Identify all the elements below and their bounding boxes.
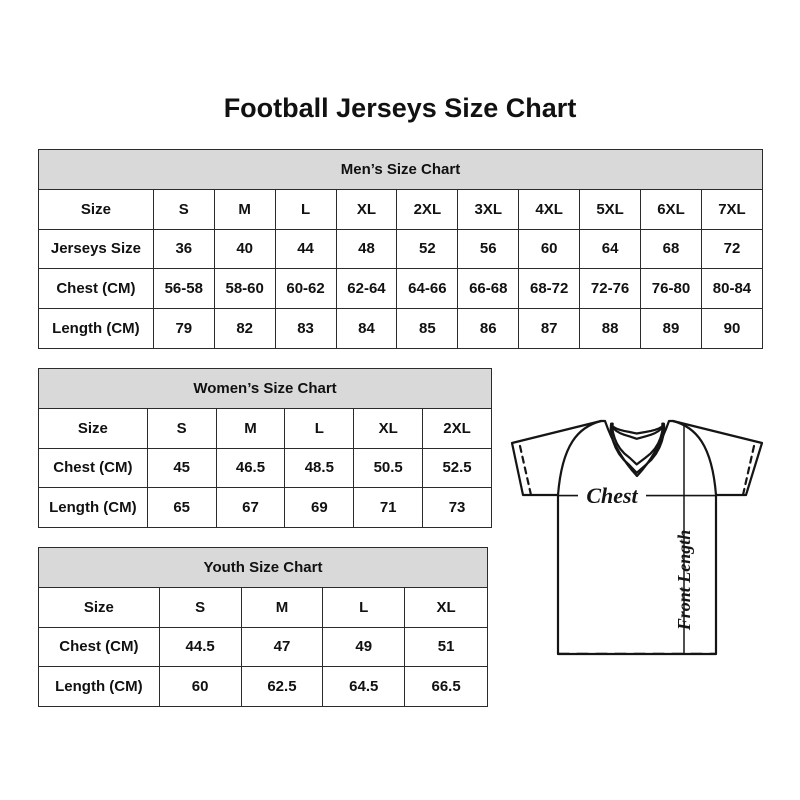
svg-text:Chest: Chest [586, 483, 638, 508]
svg-text:Front Length: Front Length [674, 530, 694, 632]
